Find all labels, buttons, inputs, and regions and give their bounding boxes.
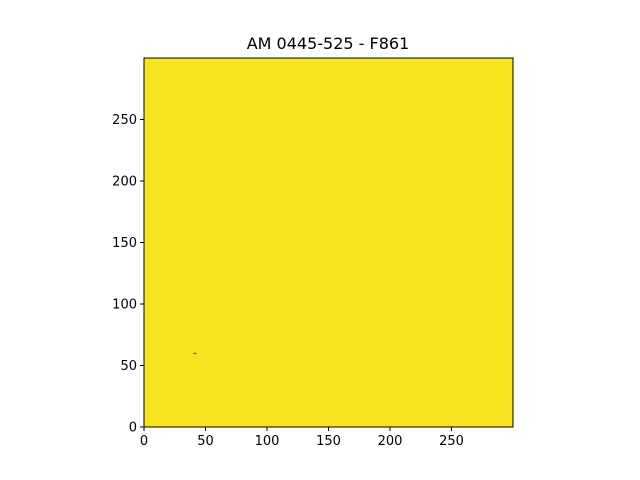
y-tick-label: 250	[112, 113, 137, 128]
x-tick-label: 150	[316, 434, 341, 449]
y-tick-label: 200	[112, 175, 137, 190]
x-tick-label: 50	[197, 434, 214, 449]
x-tick-label: 250	[439, 434, 464, 449]
x-tick-label: 200	[378, 434, 403, 449]
x-tick-label: 100	[255, 434, 280, 449]
x-axis: 0 50 100 150 200 250	[140, 427, 464, 449]
y-tick-label: 150	[112, 236, 137, 251]
y-tick-label: 50	[120, 359, 137, 374]
y-axis: 0 50 100 150 200 250	[112, 113, 144, 436]
y-tick-label: 0	[129, 421, 137, 436]
y-tick-label: 100	[112, 298, 137, 313]
image-raster	[144, 58, 513, 427]
dark-speck	[193, 352, 197, 355]
plot-area[interactable]	[143, 57, 514, 428]
image-features	[193, 352, 197, 355]
x-tick-label: 0	[140, 434, 148, 449]
chart-title: AM 0445-525 - F861	[247, 34, 410, 53]
